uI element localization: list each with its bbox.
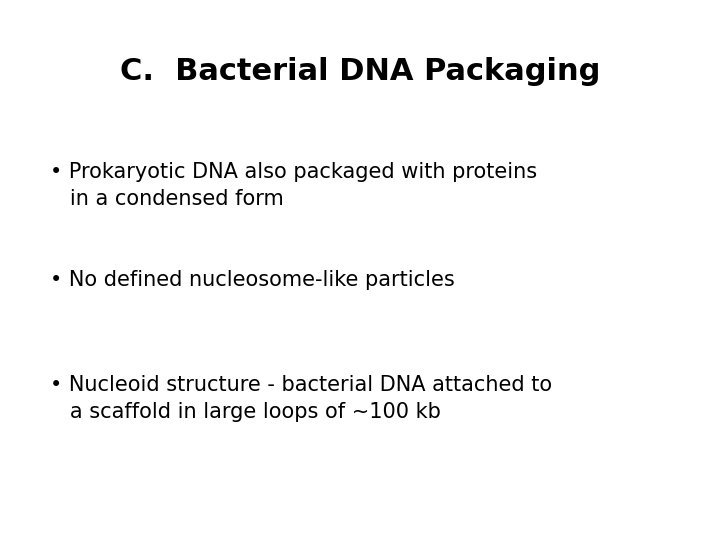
Text: • No defined nucleosome-like particles: • No defined nucleosome-like particles (50, 270, 455, 290)
Text: • Prokaryotic DNA also packaged with proteins
   in a condensed form: • Prokaryotic DNA also packaged with pro… (50, 162, 538, 209)
Text: • Nucleoid structure - bacterial DNA attached to
   a scaffold in large loops of: • Nucleoid structure - bacterial DNA att… (50, 375, 552, 422)
Text: C.  Bacterial DNA Packaging: C. Bacterial DNA Packaging (120, 57, 600, 86)
